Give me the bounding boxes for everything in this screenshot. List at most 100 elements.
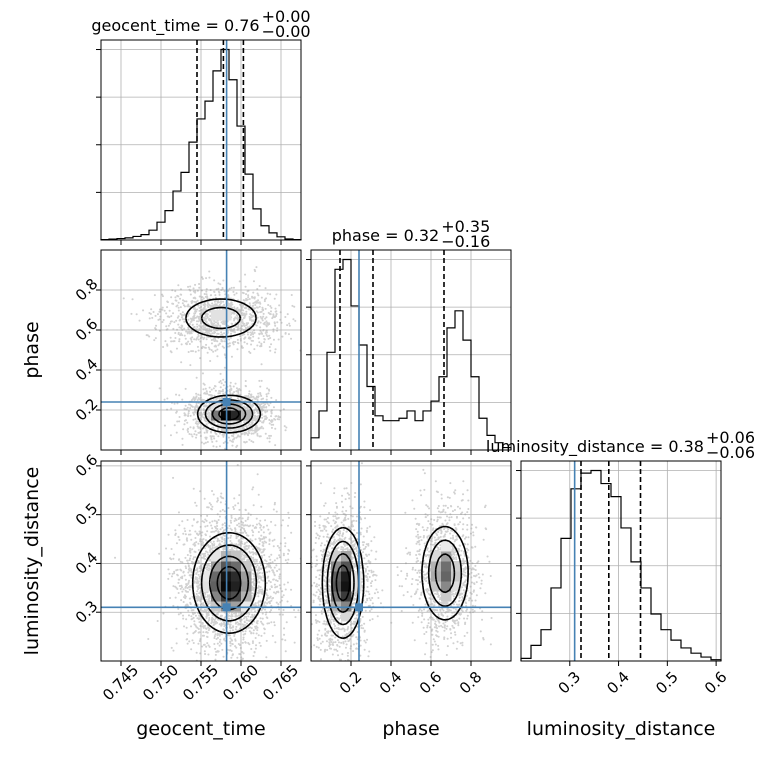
x-tick-label: 0.755 (179, 661, 222, 704)
density-cell (231, 601, 242, 612)
axes-frame (310, 249, 512, 451)
axes-frame (520, 460, 722, 662)
x-tick-label: 0.760 (219, 661, 262, 704)
density-cell (211, 310, 222, 321)
density-cell (331, 591, 342, 602)
panel-phase-vs-luminosity_distance (306, 460, 512, 666)
density-cell (451, 571, 462, 582)
density-cell (201, 581, 212, 592)
title-text: luminosity_distance = 0.38 (486, 437, 704, 457)
density-cell (211, 410, 222, 421)
x-tick-label: 0.765 (259, 661, 302, 704)
scatter-samples (122, 266, 301, 450)
y-tick-label: 0.4 (72, 548, 102, 578)
axes-frame (310, 460, 512, 662)
panel-geocent_time-hist: geocent_time = 0.76 +0.00−0.00 (91, 7, 311, 245)
plot-area (101, 461, 301, 661)
density-cell (451, 581, 462, 592)
panel-phase-hist: phase = 0.32 +0.35−0.16 (306, 217, 512, 455)
x-axis-label: geocent_time (136, 718, 265, 740)
truth-marker (222, 603, 231, 612)
title-text: phase = 0.32 (332, 226, 439, 245)
plot-area (311, 461, 511, 661)
y-tick-label: 0.2 (72, 395, 102, 425)
density-cell (211, 561, 222, 572)
panel-geocent_time-vs-luminosity_distance: 0.3 0.4 0.5 0.6 (72, 451, 302, 666)
x-tick-label: 0.4 (376, 668, 406, 698)
title-sub: −0.16 (441, 232, 490, 251)
title-sup: +0.00 (262, 7, 311, 26)
title-sub: −0.06 (706, 443, 755, 462)
title-sup: +0.06 (706, 428, 755, 447)
density-cell (211, 601, 222, 612)
x-tick-label: 0.6 (701, 668, 731, 698)
title-sup: +0.35 (441, 217, 490, 236)
density-cell (201, 571, 212, 582)
panel-title: geocent_time = 0.76 +0.00−0.00 (91, 7, 310, 41)
contour-line (335, 564, 351, 602)
y-tick-label: 0.4 (72, 355, 102, 385)
density-cell (341, 601, 352, 612)
title-sub: −0.00 (262, 22, 311, 41)
density-cell (211, 571, 222, 582)
density-cell (341, 591, 352, 602)
histogram-luminosity_distance (520, 469, 722, 661)
density-cell (341, 551, 352, 562)
y-tick-label: 0.6 (72, 315, 102, 345)
density-cell (341, 581, 352, 592)
x-axis-label: luminosity_distance (527, 718, 716, 740)
density-cell (331, 551, 342, 562)
density-cell (351, 571, 362, 582)
density-cell (441, 591, 452, 602)
y-tick-label: 0.5 (72, 500, 102, 530)
title-text: geocent_time = 0.76 (91, 16, 259, 36)
density-cell (231, 551, 242, 562)
density-cell (231, 561, 242, 572)
contour-line (218, 407, 240, 421)
density-cell (441, 561, 452, 572)
density-cell (211, 581, 222, 592)
density-cell (231, 410, 242, 421)
density-cell (441, 541, 452, 552)
density-cell (241, 601, 252, 612)
panel-geocent_time-vs-phase: 0.2 0.4 0.6 0.8 (72, 249, 302, 455)
density-cell (241, 410, 252, 421)
x-tick-label: 0.4 (603, 668, 633, 698)
density-cell (331, 561, 342, 572)
contour-line (216, 565, 242, 600)
density-cell (241, 571, 252, 582)
density-cell (351, 581, 362, 592)
x-tick-label: 0.745 (99, 661, 142, 704)
panel-title: luminosity_distance = 0.38 +0.06−0.06 (486, 428, 755, 462)
density-cell (341, 571, 352, 582)
density-cell (231, 591, 242, 602)
density-cell (341, 611, 352, 622)
truth-marker (222, 398, 231, 406)
y-axis-label: phase (21, 321, 43, 378)
density-cell (441, 551, 452, 562)
panel-title: phase = 0.32 +0.35−0.16 (332, 217, 491, 251)
x-tick-label: 0.3 (555, 668, 585, 698)
contour-line (200, 544, 258, 622)
x-tick-label: 0.8 (456, 668, 486, 698)
x-axis-label: phase (382, 718, 439, 740)
density-cell (451, 561, 462, 572)
density-cell (211, 400, 222, 411)
x-tick-label: 0.750 (139, 661, 182, 704)
density-cell (441, 571, 452, 582)
x-tick-label: 0.6 (416, 668, 446, 698)
y-tick-label: 0.6 (72, 451, 102, 481)
density-cell (231, 571, 242, 582)
density-cell (441, 581, 452, 592)
contour-line (331, 552, 456, 614)
density-cell (231, 581, 242, 592)
contour-line (326, 539, 463, 626)
truth-marker (355, 603, 363, 612)
density-cell (431, 551, 442, 562)
density-cell (241, 581, 252, 592)
density-cell (431, 581, 442, 592)
histogram-phase (310, 258, 512, 450)
density-cell (211, 591, 222, 602)
y-tick-label: 0.8 (72, 275, 102, 305)
